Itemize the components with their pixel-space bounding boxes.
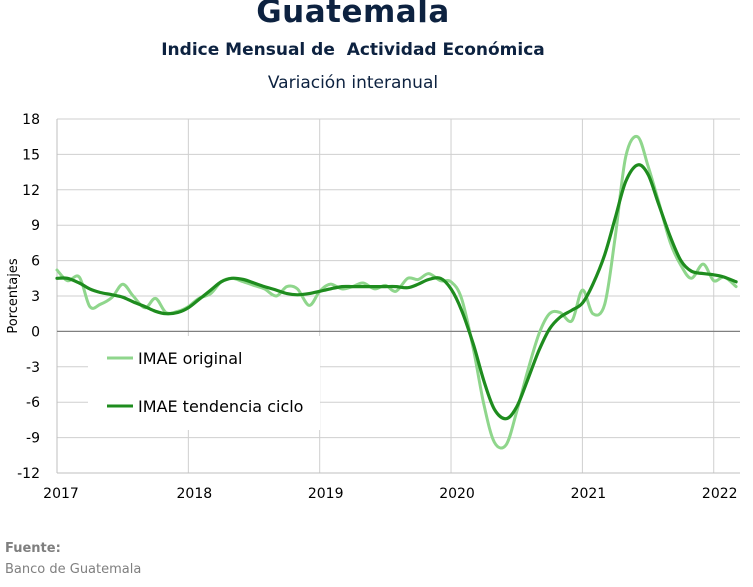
y-tick-label: -6: [26, 395, 40, 411]
y-tick-label: 0: [31, 324, 40, 340]
legend-label-original: IMAE original: [138, 349, 242, 368]
y-axis-label: Porcentajes: [6, 258, 21, 333]
chart-title: Guatemala: [256, 0, 450, 30]
y-tick-label: -12: [17, 466, 40, 482]
legend-label-trend: IMAE tendencia ciclo: [138, 397, 303, 416]
x-tick-label: 2021: [571, 486, 607, 502]
x-tick-label: 2022: [702, 486, 738, 502]
chart-subtitle: Indice Mensual de Actividad Económica: [161, 40, 545, 60]
x-tick-label: 2020: [439, 486, 475, 502]
y-tick-label: 12: [22, 183, 40, 199]
x-tick-labels: 2017 2018 2019 2020 2021 2022: [43, 486, 737, 502]
y-tick-label: 18: [22, 112, 40, 128]
x-tick-label: 2017: [43, 486, 79, 502]
y-tick-label: 3: [31, 289, 40, 305]
y-tick-label: -3: [26, 360, 40, 376]
y-tick-labels: 18 15 12 9 6 3 0 -3 -6 -9 -12: [17, 112, 40, 482]
source-value: Banco de Guatemala: [5, 562, 142, 577]
legend: IMAE original IMAE tendencia ciclo: [88, 336, 320, 430]
legend-background: [88, 336, 320, 430]
series-line-trend: [55, 163, 738, 421]
chart-svg: 18 15 12 9 6 3 0 -3 -6 -9 -12 2017 2018 2019 2020 2021…: [6, 112, 740, 502]
y-tick-label: 15: [22, 147, 40, 163]
x-tick-label: 2019: [308, 486, 344, 502]
source-label: Fuente:: [5, 541, 61, 556]
y-tick-label: 6: [31, 254, 40, 270]
chart-subtitle-2: Variación interanual: [267, 73, 439, 93]
y-tick-label: -9: [26, 431, 40, 447]
x-tick-label: 2018: [177, 486, 213, 502]
axes: [56, 119, 740, 474]
series-lines: [55, 134, 738, 450]
y-tick-label: 9: [31, 218, 40, 234]
